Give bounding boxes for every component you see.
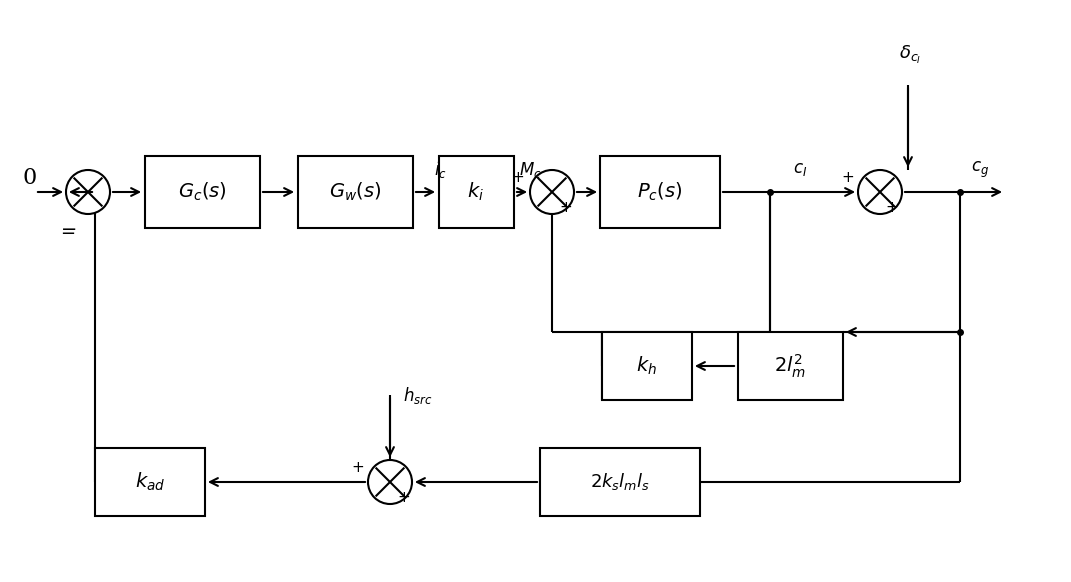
Text: +: + — [842, 171, 855, 186]
Text: 0: 0 — [22, 167, 37, 189]
Text: $-$: $-$ — [60, 223, 76, 241]
Text: $k_{ad}$: $k_{ad}$ — [135, 471, 165, 493]
Text: $\delta_{c_I}$: $\delta_{c_I}$ — [899, 44, 921, 66]
Circle shape — [858, 170, 902, 214]
Text: $k_h$: $k_h$ — [636, 355, 658, 377]
Text: $c_g$: $c_g$ — [971, 160, 989, 180]
Text: $2l_m^2$: $2l_m^2$ — [774, 352, 806, 379]
Text: $M_c$: $M_c$ — [518, 160, 541, 180]
Text: $c_I$: $c_I$ — [793, 161, 808, 179]
Text: +: + — [512, 171, 525, 186]
Bar — [298, 156, 412, 228]
Text: $G_w(s)$: $G_w(s)$ — [329, 181, 381, 203]
Bar — [602, 332, 692, 400]
Text: $-$: $-$ — [60, 219, 76, 237]
Text: +: + — [886, 201, 899, 215]
Circle shape — [368, 460, 412, 504]
Text: $i_c$: $i_c$ — [434, 159, 447, 180]
Bar — [738, 332, 843, 400]
Bar — [145, 156, 259, 228]
Text: $P_c(s)$: $P_c(s)$ — [637, 181, 683, 203]
Bar — [600, 156, 720, 228]
Text: $2k_sl_ml_s$: $2k_sl_ml_s$ — [590, 471, 650, 492]
Text: +: + — [397, 491, 410, 506]
Circle shape — [66, 170, 110, 214]
Text: +: + — [560, 201, 572, 215]
Bar — [438, 156, 513, 228]
Text: +: + — [351, 460, 364, 475]
Circle shape — [530, 170, 574, 214]
Text: $k_i$: $k_i$ — [468, 181, 484, 203]
Bar — [540, 448, 700, 516]
Bar — [95, 448, 205, 516]
Text: $G_c(s)$: $G_c(s)$ — [178, 181, 226, 203]
Text: $h_{src}$: $h_{src}$ — [403, 385, 433, 406]
